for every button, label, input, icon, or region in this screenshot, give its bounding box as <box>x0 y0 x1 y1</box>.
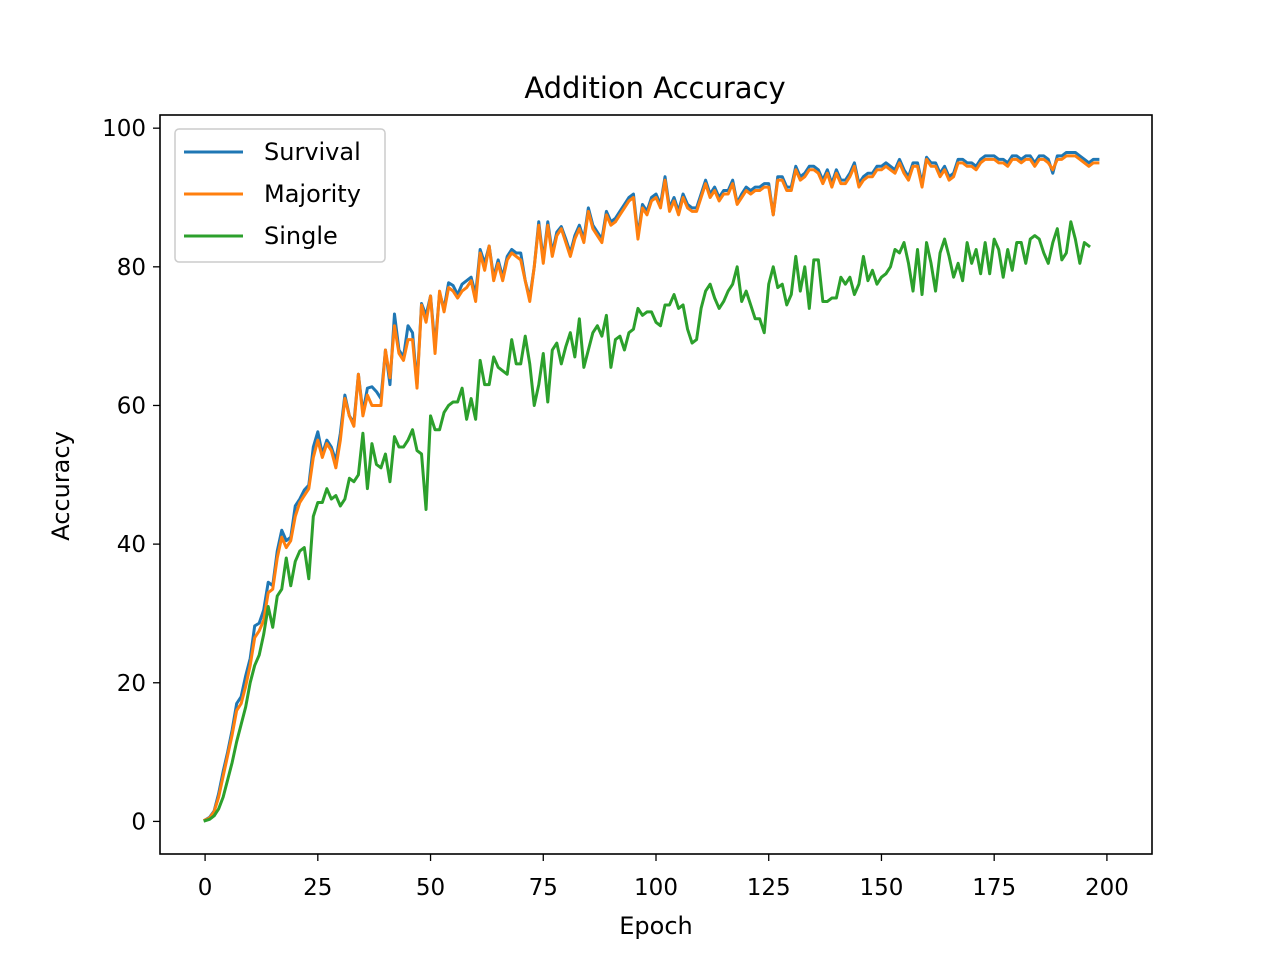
x-tick-label: 25 <box>303 875 332 901</box>
legend: Survival Majority Single <box>174 128 386 263</box>
x-tick-label: 100 <box>634 875 678 901</box>
x-axis: 0 25 50 75 100 125 150 175 200 <box>198 854 1129 901</box>
series-line-single <box>203 220 1091 823</box>
legend-box <box>174 128 386 263</box>
x-tick-label: 75 <box>529 875 558 901</box>
chart-title: Addition Accuracy <box>524 71 785 105</box>
y-tick-label: 40 <box>117 532 146 558</box>
y-axis: 0 20 40 60 80 100 <box>102 116 160 835</box>
y-axis-title: Accuracy <box>47 431 75 541</box>
x-tick-label: 200 <box>1085 875 1129 901</box>
y-tick-label: 20 <box>117 671 146 697</box>
y-tick-label: 60 <box>117 393 146 419</box>
legend-label-survival: Survival <box>264 138 361 166</box>
legend-label-majority: Majority <box>264 180 361 208</box>
y-tick-label: 80 <box>117 255 146 281</box>
x-axis-title: Epoch <box>619 912 693 940</box>
x-tick-label: 0 <box>198 875 213 901</box>
y-tick-label: 0 <box>131 809 146 835</box>
y-tick-label: 100 <box>102 116 146 142</box>
series-line-majority <box>203 154 1100 823</box>
x-tick-label: 150 <box>860 875 904 901</box>
x-tick-label: 50 <box>416 875 445 901</box>
x-tick-label: 125 <box>747 875 791 901</box>
series-layer <box>203 150 1100 823</box>
x-tick-label: 175 <box>972 875 1016 901</box>
legend-label-single: Single <box>264 222 338 250</box>
